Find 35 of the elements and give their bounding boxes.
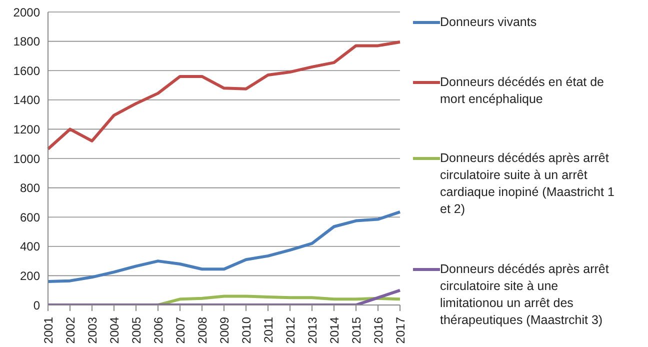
- x-tick-label: 2015: [350, 316, 364, 344]
- x-tick-label: 2006: [152, 316, 166, 344]
- x-tick-label: 2013: [306, 316, 320, 344]
- y-tick-label: 1800: [13, 34, 40, 49]
- y-tick-label: 0: [33, 298, 40, 312]
- y-tick-label: 800: [20, 181, 40, 196]
- y-tick-label: 1400: [13, 93, 40, 108]
- x-tick-label: 2009: [218, 316, 232, 344]
- line-series: [46, 210, 402, 284]
- x-tick-label: 2007: [174, 316, 188, 344]
- x-tick-label: 2011: [262, 316, 276, 343]
- legend-label: Donneurs décédés après arrêt circulatoire suite à un arrêt cardiaque inopiné (Maastricht 1 et 2): [440, 150, 616, 218]
- x-tick-label: 2005: [130, 316, 144, 344]
- x-tick-label: 2002: [64, 316, 78, 344]
- x-tick-label: 2014: [328, 316, 342, 344]
- legend-label: Donneurs décédés en état de mort encéphalique: [440, 74, 606, 108]
- legend-label: Donneurs vivants: [440, 14, 538, 31]
- x-tick-label: 2008: [196, 316, 210, 344]
- y-tick-label: 2000: [13, 5, 40, 20]
- line-series: [46, 40, 402, 150]
- x-tick-label: 2010: [240, 316, 254, 344]
- x-tick-label: 2016: [372, 316, 386, 344]
- x-tick-label: 2001: [42, 316, 56, 344]
- y-tick-label: 1000: [13, 152, 40, 166]
- y-tick-label: 200: [20, 268, 40, 283]
- y-tick-label: 1600: [13, 64, 40, 78]
- y-tick-label: 600: [20, 210, 40, 224]
- line-series: [156, 294, 402, 305]
- x-tick-label: 2017: [394, 316, 408, 344]
- x-tick-label: 2003: [86, 316, 100, 344]
- x-tick-label: 2012: [284, 316, 298, 344]
- x-tick-label: 2004: [108, 316, 122, 344]
- y-tick-label: 1200: [13, 122, 40, 136]
- y-tick-label: 400: [20, 240, 40, 254]
- legend-label: Donneurs décédés après arrêt circulatoire site à une limitationou un arrêt des thérapeutiques (Maastrchit 3): [440, 260, 610, 329]
